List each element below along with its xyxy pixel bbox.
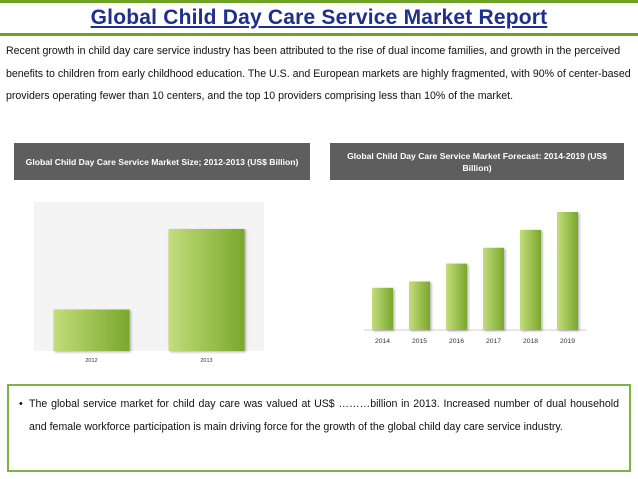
x-tick-2012: 2012	[85, 358, 97, 364]
right-chart-header: Global Child Day Care Service Market For…	[330, 143, 624, 180]
bar-2012	[53, 309, 130, 351]
x-tick-2017: 2017	[486, 338, 501, 345]
x-tick-2016: 2016	[449, 338, 464, 345]
summary-item: • The global service market for child da…	[19, 393, 619, 438]
bar-2013	[168, 229, 245, 351]
plot-area	[364, 196, 586, 330]
intro-paragraph: Recent growth in child day care service …	[6, 45, 631, 102]
x-tick-2018: 2018	[523, 338, 538, 345]
bar-2015	[409, 281, 430, 330]
bar-2018	[520, 229, 541, 330]
title-bar: Global Child Day Care Service Market Rep…	[0, 0, 638, 36]
bullet-icon: •	[19, 398, 23, 410]
x-tick-2013: 2013	[200, 358, 212, 364]
x-tick-2014: 2014	[375, 338, 390, 345]
x-tick-2015: 2015	[412, 338, 427, 345]
x-tick-2019: 2019	[560, 338, 575, 345]
summary-box: • The global service market for child da…	[7, 384, 631, 472]
bar-2019	[557, 212, 578, 330]
left-chart-header: Global Child Day Care Service Market Siz…	[14, 143, 310, 180]
bar-2014	[372, 287, 393, 330]
summary-text: The global service market for child day …	[29, 398, 619, 433]
bar-2017	[483, 247, 504, 330]
market-forecast-chart: 2014 2015 2016 2017 2018 2019	[364, 196, 586, 345]
market-size-chart: 2012 2013	[34, 202, 264, 364]
bar-2016	[446, 263, 467, 330]
page-title: Global Child Day Care Service Market Rep…	[90, 6, 548, 29]
